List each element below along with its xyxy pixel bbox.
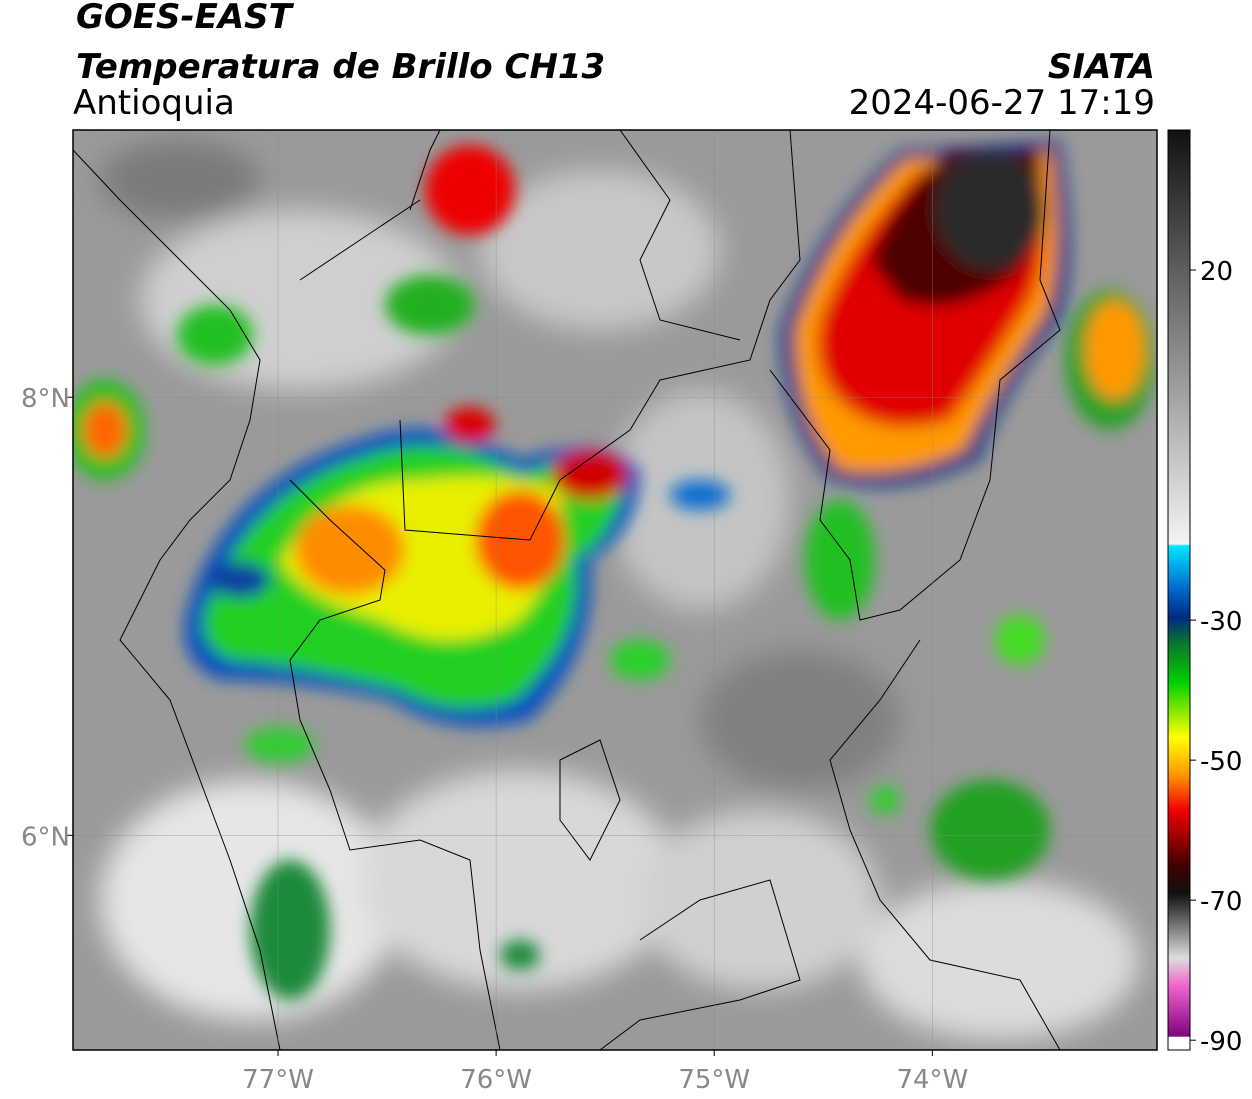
map-image xyxy=(73,130,1157,1050)
colorbar-axis: 20 -30 -50 -70 -90 xyxy=(1190,257,1242,1057)
x-tick-label: 76°W xyxy=(460,1065,532,1095)
datetime: 2024-06-27 17:19 xyxy=(849,83,1155,123)
title: GOES-EAST xyxy=(76,0,295,37)
y-tick-label: 8°N xyxy=(21,384,70,414)
colorbar-tick-label: -50 xyxy=(1200,747,1242,777)
colorbar-tick-label: -90 xyxy=(1200,1027,1242,1057)
gridlines xyxy=(73,130,1157,1050)
source: SIATA xyxy=(1048,47,1155,87)
map-axes: 77°W 76°W 75°W 74°W 8°N 6°N xyxy=(21,384,968,1095)
colorbar-tick-label: 20 xyxy=(1200,257,1233,287)
colorbar-tick-label: -30 xyxy=(1200,607,1242,637)
colorbar-tick-label: -70 xyxy=(1200,887,1242,917)
borders xyxy=(73,130,1061,1050)
subtitle: Temperatura de Brillo CH13 xyxy=(76,47,605,87)
storms xyxy=(73,140,1155,1000)
x-tick-label: 77°W xyxy=(242,1065,314,1095)
y-tick-label: 6°N xyxy=(21,822,70,852)
x-tick-label: 75°W xyxy=(678,1065,750,1095)
map-frame xyxy=(72,129,1158,1051)
region: Antioquia xyxy=(73,83,235,123)
cloud-texture xyxy=(100,140,1140,1040)
x-tick-label: 74°W xyxy=(896,1065,968,1095)
colorbar xyxy=(1167,129,1191,1051)
